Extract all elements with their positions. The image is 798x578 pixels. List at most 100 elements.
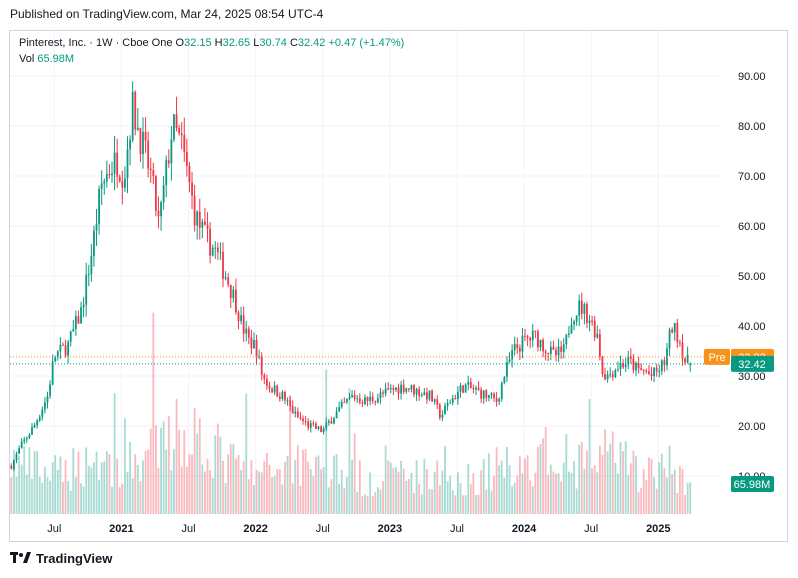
volume-bar	[678, 465, 681, 514]
candle-body	[676, 322, 679, 343]
volume-bar	[379, 489, 382, 514]
candle-body	[312, 423, 315, 425]
volume-bar	[591, 468, 594, 514]
volume-bar	[10, 477, 13, 514]
candle-body	[64, 345, 67, 356]
candle-body	[85, 274, 88, 305]
volume-bar	[384, 445, 387, 514]
candle-body	[317, 426, 320, 429]
volume-bar	[247, 479, 250, 514]
candle-body	[642, 370, 645, 372]
volume-bar	[650, 458, 653, 514]
candle-body	[265, 378, 268, 386]
candle-body	[456, 391, 459, 400]
volume-bar	[126, 471, 129, 514]
candle-body	[537, 331, 539, 348]
candle-body	[124, 178, 126, 188]
candle-body	[291, 406, 294, 414]
candle-body	[276, 385, 279, 397]
candle-body	[325, 422, 328, 429]
candle-body	[278, 396, 281, 399]
volume-bar	[364, 494, 366, 514]
candle-body	[397, 387, 400, 394]
candle-body	[351, 394, 353, 397]
candle-body	[219, 251, 222, 253]
candle-body	[668, 329, 671, 349]
candle-body	[495, 398, 498, 402]
candle-body	[103, 181, 106, 184]
last-price-text: 32.42	[738, 359, 766, 371]
candle-body	[392, 388, 395, 390]
volume-bar	[449, 475, 452, 514]
volume-bar	[152, 312, 155, 514]
volume-bar	[227, 454, 230, 514]
candle-body	[493, 393, 495, 399]
volume-bar	[67, 481, 70, 514]
volume-bar	[312, 475, 315, 514]
candle-body	[240, 315, 242, 322]
volume-label[interactable]: Vol	[19, 53, 35, 65]
volume-bar	[28, 447, 31, 514]
candle-body	[573, 321, 575, 325]
volume-bar	[191, 454, 193, 514]
candle-body	[369, 396, 372, 402]
volume-bar	[54, 455, 57, 514]
candle-body	[160, 202, 162, 217]
time-axis[interactable]: Jul 2021 Jul 2022 Jul 2023 Jul 2024 Jul 2025	[47, 523, 670, 535]
candle-body	[51, 361, 54, 385]
tradingview-logo[interactable]: TradingView	[10, 551, 112, 566]
candle-body	[255, 339, 258, 358]
volume-bar	[100, 462, 103, 514]
volume-bar	[167, 416, 170, 514]
candle-body	[487, 395, 490, 398]
x-tick-label: 2024	[512, 523, 537, 535]
candle-body	[413, 385, 415, 395]
candle-body	[165, 160, 168, 186]
candle-body	[617, 369, 619, 371]
volume-bar	[475, 494, 477, 514]
volume-bar	[446, 481, 449, 514]
volume-bar	[330, 479, 333, 514]
volume-bar	[637, 492, 640, 514]
volume-bar	[250, 460, 253, 514]
volume-bar	[459, 483, 462, 514]
candle-body	[405, 388, 408, 392]
candle-body	[268, 385, 271, 389]
volume-bar	[653, 476, 655, 514]
candle-body	[180, 133, 183, 136]
candle-body	[23, 439, 26, 442]
candle-body	[459, 385, 462, 392]
candle-body	[506, 362, 508, 377]
volume-bar	[624, 441, 627, 514]
candle-body	[635, 363, 637, 371]
price-axis[interactable]: 10.0020.0030.0040.0050.0060.0070.0080.00…	[738, 71, 766, 483]
candle-body	[214, 247, 217, 249]
volume-bar	[635, 456, 637, 514]
volume-bar	[485, 489, 488, 514]
volume-bar	[289, 395, 292, 514]
volume-bar	[265, 452, 268, 514]
candle-body	[586, 303, 588, 323]
volume-bar	[296, 445, 299, 514]
volume-bar	[454, 495, 457, 514]
candle-body	[206, 224, 209, 229]
candle-body	[356, 398, 359, 400]
volume-bar	[606, 451, 609, 514]
volume-bar	[105, 451, 108, 514]
low-label: L	[253, 37, 260, 49]
symbol-title[interactable]: Pinterest, Inc. · 1W · Cboe One	[19, 37, 173, 49]
volume-bar	[240, 469, 242, 514]
candle-body	[281, 391, 284, 399]
candle-body	[622, 363, 625, 368]
candle-body	[247, 328, 250, 338]
candle-body	[614, 370, 617, 378]
volume-bar	[542, 438, 544, 514]
volume-bar	[273, 475, 276, 514]
x-tick-label: 2025	[646, 523, 670, 535]
x-tick-label: Jul	[584, 523, 598, 535]
candle-body	[95, 224, 98, 231]
candle-body	[183, 135, 186, 152]
volume-bar	[640, 488, 643, 514]
y-tick-label: 70.00	[738, 171, 766, 183]
